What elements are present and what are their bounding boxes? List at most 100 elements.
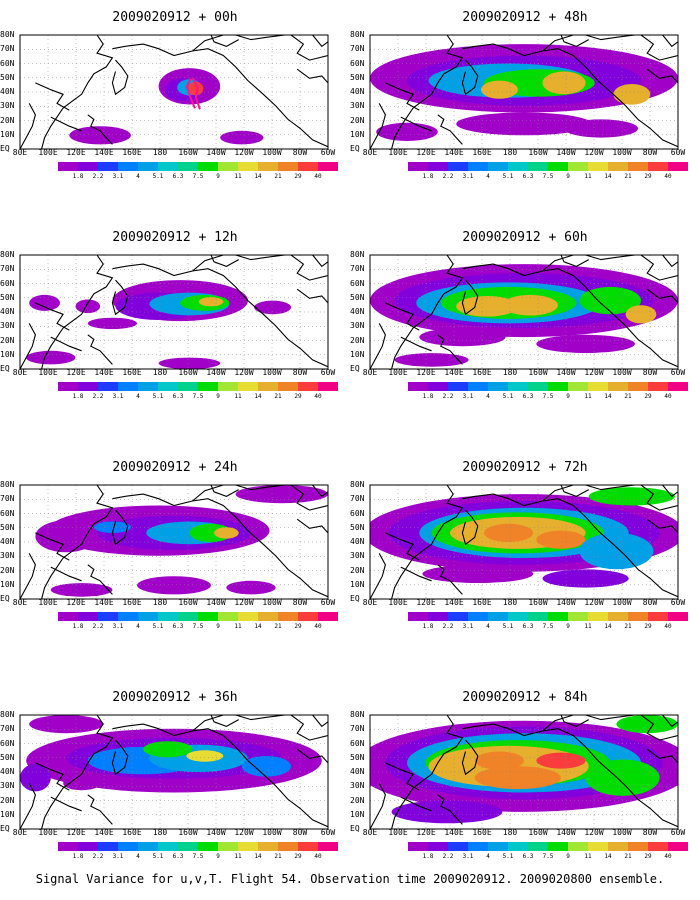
lat-tick-label: 30N	[350, 781, 365, 791]
panel-title: 2009020912 + 48h	[462, 10, 588, 25]
colorbar-label: 4	[136, 623, 140, 630]
colorbar-label: 6.3	[522, 393, 534, 400]
colorbar-label: 11	[584, 623, 592, 630]
coastline	[542, 255, 574, 272]
colorbar-swatch	[488, 162, 508, 171]
coastline	[370, 103, 386, 149]
lon-tick-label: 160E	[472, 148, 492, 157]
colorbar-swatch	[508, 612, 528, 621]
colorbar	[58, 162, 338, 171]
coastline	[20, 783, 36, 829]
colorbar-label: 5.1	[502, 623, 514, 630]
lon-tick-label: 180	[502, 598, 518, 607]
colorbar-swatch	[78, 162, 98, 171]
colorbar-swatch	[298, 842, 318, 851]
lon-tick-label: 180	[502, 368, 518, 377]
colorbar-swatch	[138, 612, 158, 621]
lat-tick-label: 20N	[350, 335, 365, 345]
colorbar-swatch	[118, 612, 138, 621]
variance-contour	[536, 334, 635, 353]
colorbar	[408, 162, 688, 171]
colorbar-swatch	[528, 612, 548, 621]
coastline	[312, 255, 328, 268]
coastline	[192, 485, 224, 502]
colorbar-swatch	[548, 382, 568, 391]
lon-tick-label: 100E	[388, 598, 408, 607]
colorbar-swatch	[58, 612, 78, 621]
lon-tick-label: 80E	[12, 828, 28, 837]
lon-tick-label: 80E	[362, 148, 378, 157]
lat-tick-label: 20N	[0, 335, 15, 345]
panel-title: 2009020912 + 36h	[112, 690, 238, 705]
colorbar-swatch	[198, 162, 218, 171]
colorbar-swatch	[488, 382, 508, 391]
variance-contour	[484, 523, 534, 542]
map-panel: 2009020912 + 60h 80N 70N 60N 50N 40N 30N 20N 10N…	[350, 220, 700, 433]
colorbar-swatch	[568, 842, 588, 851]
variance-contour	[579, 286, 641, 315]
colorbar-swatch	[668, 842, 688, 851]
lat-tick-label: 10N	[0, 809, 15, 819]
map-plot	[19, 34, 329, 150]
colorbar-swatch	[218, 382, 238, 391]
coastline	[370, 783, 386, 829]
lon-tick-label: 80W	[292, 148, 308, 157]
coastline	[542, 485, 574, 502]
coastline	[35, 532, 70, 561]
lon-tick-label: 100W	[262, 828, 282, 837]
variance-contour	[29, 294, 60, 311]
variance-contour	[474, 751, 524, 770]
map-plot	[369, 254, 679, 370]
lon-tick-label: 140E	[444, 148, 464, 157]
lat-tick-label: 20N	[350, 795, 365, 805]
coastline	[462, 43, 678, 148]
colorbar-swatch	[628, 382, 648, 391]
colorbar-swatch	[648, 612, 668, 621]
colorbar-swatch	[238, 382, 258, 391]
coastline	[290, 255, 328, 281]
coastline	[662, 35, 678, 48]
lon-tick-label: 120W	[584, 368, 604, 377]
lon-tick-label: 120W	[234, 368, 254, 377]
coastline	[50, 116, 82, 132]
coastline	[640, 485, 678, 511]
colorbar-label: 1.8	[72, 853, 84, 860]
coastline	[20, 103, 36, 149]
coastline	[437, 114, 463, 145]
variance-contour	[536, 530, 586, 549]
coastline	[35, 82, 70, 111]
variance-contour	[75, 299, 101, 314]
lon-tick-label: 100E	[38, 368, 58, 377]
colorbar-swatch	[448, 162, 468, 171]
colorbar-swatch	[278, 612, 298, 621]
lon-tick-label: 140E	[94, 368, 114, 377]
variance-contour	[93, 521, 131, 533]
lat-tick-label: 70N	[350, 264, 365, 274]
colorbar	[58, 612, 338, 621]
map-panel: 2009020912 + 36h 80N 70N 60N 50N 40N 30N 20N 10N…	[0, 680, 350, 893]
colorbar-label: 6.3	[172, 623, 184, 630]
lon-tick-label: 60W	[320, 368, 336, 377]
coastline	[560, 485, 589, 498]
colorbar-label: 9	[216, 623, 220, 630]
lat-tick-label: EQ	[0, 594, 10, 603]
lat-tick-label: 10N	[0, 129, 15, 139]
colorbar-swatch	[448, 842, 468, 851]
lat-tick-label: 10N	[350, 349, 365, 359]
lat-tick-label: 50N	[350, 72, 365, 82]
lon-tick-label: 160W	[528, 368, 548, 377]
coastline	[542, 35, 574, 52]
lat-tick-label: 30N	[0, 781, 15, 791]
lat-tick-label: 10N	[350, 809, 365, 819]
lat-tick-label: 80N	[0, 710, 15, 719]
coastline	[560, 715, 589, 728]
variance-contour	[502, 294, 558, 316]
panel-title: 2009020912 + 84h	[462, 690, 588, 705]
colorbar-label: 29	[294, 173, 302, 180]
colorbar-label: 3.1	[112, 623, 124, 630]
lon-tick-label: 160E	[472, 368, 492, 377]
colorbar-label: 2.2	[92, 623, 104, 630]
coastline	[646, 288, 678, 304]
colorbar-label: 40	[314, 393, 322, 400]
colorbar-label: 21	[624, 393, 632, 400]
